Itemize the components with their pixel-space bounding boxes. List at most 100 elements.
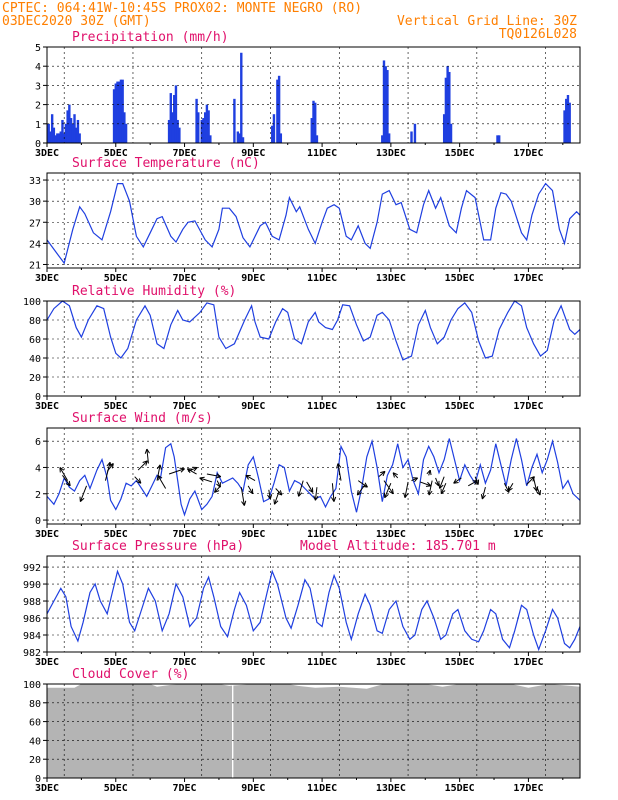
y-tick-label: 100 [23, 297, 41, 308]
wind-vector [435, 477, 440, 487]
y-tick-label: 60 [29, 335, 41, 346]
wind-arrowhead [474, 479, 480, 485]
y-tick-label: 2 [35, 490, 41, 501]
panel-frame [46, 555, 581, 653]
wind-arrowhead [241, 500, 247, 506]
x-tick-label: 15DEC [445, 148, 475, 159]
wind-vector [79, 485, 88, 502]
precip-bar [381, 135, 384, 143]
wind-vector [533, 477, 538, 492]
panel-title: Surface Temperature (nC) [72, 156, 260, 171]
wind-arrowhead [388, 488, 394, 495]
y-tick-label: 3 [35, 81, 41, 92]
x-tick-label: 13DEC [376, 148, 406, 159]
precip-bar [205, 104, 209, 143]
wind-arrowhead [380, 470, 386, 477]
y-tick-label: 33 [29, 176, 41, 187]
header-location: CPTEC: 064:41W-10:45S PROX02: MONTE NEGR… [2, 1, 362, 16]
wind-vector [331, 483, 335, 502]
wind-arrowhead [213, 487, 220, 493]
wind-arrowhead [383, 492, 389, 499]
x-tick-label: 17DEC [513, 148, 543, 159]
x-tick-label: 5DEC [104, 783, 128, 794]
precip-bar [47, 123, 50, 143]
precip-bar [382, 60, 386, 143]
precip-bar [413, 123, 417, 143]
precip-bar [386, 70, 389, 143]
x-tick-label: 11DEC [307, 657, 337, 668]
y-tick-label: 2 [35, 101, 41, 112]
y-tick-label: 100 [23, 680, 41, 691]
precip-bar [173, 95, 176, 143]
y-tick-label: 6 [35, 437, 41, 448]
precip-bar [56, 133, 59, 143]
wind-arrowhead [108, 463, 114, 469]
header-grid-note: Vertical Grid Line: 30Z [397, 14, 577, 29]
precip-bar [64, 123, 68, 143]
panel-4: Surface Wind (m/s) 0 2 4 6 3DEC 5DEC 7DEC 9DEC 11… [35, 411, 581, 540]
precip-bar [169, 93, 172, 143]
wind-vector [137, 460, 148, 471]
wind-arrowhead [434, 480, 440, 487]
y-tick-label: 986 [23, 614, 41, 625]
y-tick-label: 20 [29, 373, 41, 384]
wind-arrowhead [65, 480, 71, 487]
precip-bar [61, 119, 64, 143]
wind-arrowhead [297, 491, 303, 497]
wind-arrowhead [156, 464, 162, 470]
wind-arrowhead [313, 495, 319, 501]
wind-vector [357, 480, 368, 488]
panel-title: Surface Wind (m/s) [72, 411, 213, 426]
precip-bar [121, 79, 124, 143]
cloud-gap [232, 684, 234, 778]
wind-vector [419, 481, 432, 487]
wind-arrowhead [536, 490, 541, 496]
precip-bar [566, 95, 570, 143]
x-tick-label: 17DEC [513, 783, 543, 794]
precip-bar [202, 118, 205, 143]
wind-arrowhead [425, 481, 432, 487]
precip-bar [241, 137, 245, 143]
wind-arrowhead [403, 492, 409, 498]
precip-bar [118, 81, 121, 143]
x-tick-label: 9DEC [241, 783, 265, 794]
precip-bar [497, 135, 501, 143]
precip-bar [75, 127, 78, 143]
wind-arrowhead [392, 472, 398, 478]
panel-title: Relative Humidity (%) [72, 284, 236, 299]
y-tick-label: 21 [29, 260, 41, 271]
y-tick-label: 24 [29, 239, 41, 250]
wind-arrowhead [267, 494, 273, 500]
wind-vector [240, 487, 245, 506]
panel-title: Cloud Cover (%) [72, 667, 189, 682]
precip-bar [315, 135, 319, 143]
precip-bar [444, 77, 448, 143]
y-tick-label: 27 [29, 218, 41, 229]
precip-bar [50, 114, 54, 143]
precip-bar [496, 135, 499, 143]
wind-vector [59, 467, 69, 481]
precip-bar [279, 133, 283, 143]
panel-frame [46, 172, 581, 269]
wind-vector [247, 485, 254, 495]
wind-vector [187, 468, 197, 475]
precip-bar [69, 118, 73, 143]
panel-6: Cloud Cover (%) 0 20 40 60 80 100 3DEC 5DEC 7DEC 9… [23, 667, 581, 794]
x-tick-label: 5DEC [104, 657, 128, 668]
precip-bar [277, 75, 281, 143]
x-tick-label: 13DEC [376, 529, 406, 540]
wind-arrowhead [136, 478, 142, 484]
precip-bar [203, 112, 207, 143]
wind-arrowhead [453, 478, 459, 484]
header-model: TQ0126L028 [499, 27, 577, 42]
precip-bar [171, 112, 174, 143]
x-tick-label: 15DEC [445, 401, 475, 412]
panel-3: Relative Humidity (%) 0 20 40 60 80 100 3DEC 5DE… [23, 284, 581, 412]
precip-bar [387, 133, 391, 143]
wind-vector [536, 486, 541, 496]
x-tick-label: 17DEC [513, 529, 543, 540]
wind-vector [214, 485, 222, 493]
y-tick-label: 0 [35, 774, 41, 785]
x-tick-label: 15DEC [445, 273, 475, 284]
wind-arrowhead [480, 494, 486, 500]
